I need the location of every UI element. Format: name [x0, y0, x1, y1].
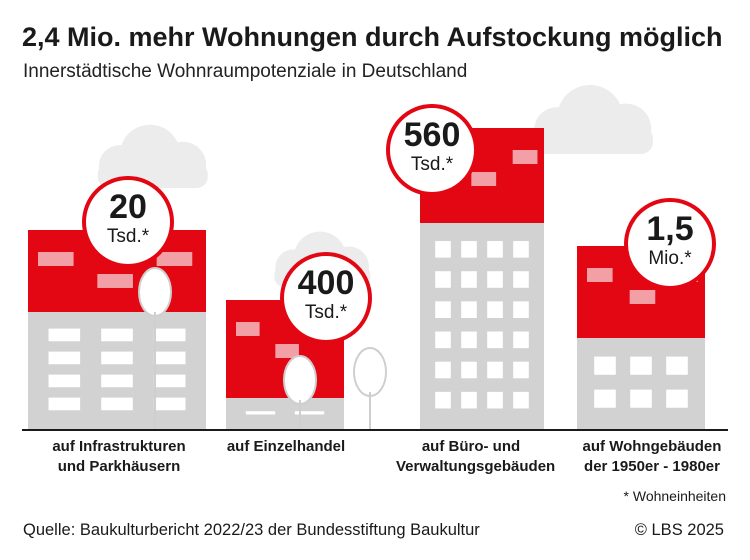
window	[513, 301, 529, 318]
window	[461, 391, 477, 409]
window	[487, 241, 503, 258]
window	[435, 391, 451, 409]
copyright: © LBS 2025	[634, 521, 724, 539]
tree-crown	[283, 355, 317, 405]
window	[48, 397, 81, 411]
window	[513, 391, 529, 409]
category-label: auf Büro- und Verwaltungsgebäuden	[396, 437, 556, 476]
tree-crown	[353, 347, 387, 397]
category-label-line: der 1950er - 1980er	[584, 457, 720, 475]
window	[245, 411, 276, 415]
window	[38, 252, 74, 266]
category-label-line: auf Wohngebäuden	[582, 438, 722, 455]
tree	[283, 355, 317, 430]
tree-crown	[138, 267, 172, 317]
category-label-line: auf Einzelhandel	[226, 438, 346, 455]
window	[153, 397, 186, 411]
window	[666, 356, 688, 375]
window	[461, 301, 477, 318]
window	[461, 361, 477, 379]
window	[512, 150, 538, 164]
window	[101, 374, 133, 388]
window	[435, 241, 451, 258]
window	[487, 331, 503, 349]
window	[487, 301, 503, 318]
window	[153, 328, 186, 342]
window	[513, 241, 529, 258]
category-label: auf Infrastrukturen und Parkhäusern	[30, 437, 208, 476]
window	[487, 391, 503, 409]
window	[513, 361, 529, 379]
window	[630, 389, 652, 408]
window	[435, 361, 451, 379]
value-bubble: 560 Tsd.*	[386, 104, 478, 196]
window	[435, 301, 451, 318]
window	[461, 331, 477, 349]
category-label-line: auf Infrastrukturen	[52, 438, 186, 455]
window	[471, 172, 497, 186]
window	[48, 351, 81, 365]
value-bubble: 20 Tsd.*	[82, 176, 174, 268]
window	[513, 331, 529, 349]
footnote: * Wohneinheiten	[623, 488, 726, 504]
cloud	[533, 85, 653, 154]
window	[48, 328, 81, 342]
window	[487, 271, 503, 288]
value-bubble: 400 Tsd.*	[280, 252, 372, 344]
source-note: Quelle: Baukulturbericht 2022/23 der Bun…	[23, 521, 480, 539]
window	[487, 361, 503, 379]
cloud-base	[533, 127, 653, 154]
category-label: auf Einzelhandel	[222, 437, 350, 457]
unit-label: Tsd.*	[410, 154, 454, 175]
value-label: 1,5	[646, 210, 694, 248]
window	[236, 322, 260, 336]
cloud	[97, 124, 208, 188]
window	[666, 389, 688, 408]
window	[461, 241, 477, 258]
category-label: auf Wohngebäuden der 1950er - 1980er	[572, 437, 732, 476]
value-bubble: 1,5 Mio.*	[624, 198, 716, 290]
window	[101, 397, 133, 411]
window	[153, 351, 186, 365]
unit-label: Tsd.*	[106, 226, 150, 247]
window	[435, 331, 451, 349]
unit-label: Tsd.*	[304, 302, 348, 323]
value-label: 20	[109, 188, 147, 226]
window	[461, 271, 477, 288]
category-label-line: Verwaltungsgebäuden	[396, 457, 556, 475]
window	[594, 356, 616, 375]
window	[294, 411, 325, 415]
window	[97, 274, 133, 288]
window	[629, 290, 656, 304]
window	[156, 252, 193, 266]
value-label: 400	[297, 264, 355, 302]
tree	[353, 347, 387, 430]
window	[435, 271, 451, 288]
window	[513, 271, 529, 288]
unit-label: Mio.*	[648, 248, 692, 269]
window	[101, 328, 133, 342]
window	[48, 374, 81, 388]
window	[275, 344, 299, 358]
window	[101, 351, 133, 365]
tree	[138, 267, 172, 430]
window	[630, 356, 652, 375]
category-label-line: auf Büro- und	[421, 438, 521, 455]
chart-title: 2,4 Mio. mehr Wohnungen durch Aufstockun…	[22, 22, 723, 52]
window	[587, 268, 613, 282]
value-label: 560	[403, 116, 461, 154]
window	[153, 374, 186, 388]
chart-subtitle: Innerstädtische Wohnraumpotenziale in De…	[23, 61, 468, 82]
category-label-line: und Parkhäusern	[57, 457, 181, 475]
window	[594, 389, 616, 408]
